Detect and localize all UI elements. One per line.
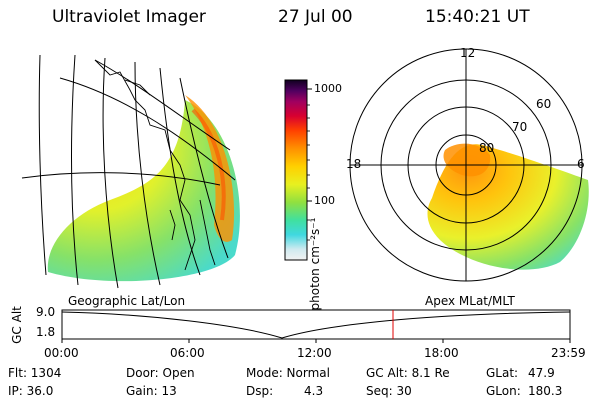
alt-y-bottom: 1.8 xyxy=(36,325,56,339)
date-label: 27 Jul 00 xyxy=(278,7,353,27)
info-gain: Gain: 13 xyxy=(126,384,177,398)
colorbar xyxy=(285,80,307,260)
lat-label-70: 70 xyxy=(512,120,528,134)
info-gcalt: GC Alt: 8.1 Re xyxy=(366,366,450,380)
info-glon-value: 180.3 xyxy=(528,384,563,398)
info-door: Door: Open xyxy=(126,366,195,380)
info-seq: Seq: 30 xyxy=(366,384,412,398)
alt-x-tick-0600: 06:00 xyxy=(170,346,205,360)
alt-ylabel: GC Alt xyxy=(10,306,24,344)
info-glon-label: GLon: xyxy=(486,384,521,398)
app-title: Ultraviolet Imager xyxy=(52,7,206,27)
lat-label-80: 80 xyxy=(479,141,495,155)
colorbar-unit-label: photon cm⁻²s⁻¹ xyxy=(308,217,322,311)
alt-x-tick-2359: 23:59 xyxy=(551,346,586,360)
polar-plot xyxy=(349,48,589,282)
altitude-plot xyxy=(61,309,571,343)
colorbar-tick-1000: 1000 xyxy=(314,82,342,95)
alt-x-tick-1200: 12:00 xyxy=(297,346,332,360)
alt-y-top: 9.0 xyxy=(36,305,56,319)
alt-x-tick-0000: 00:00 xyxy=(44,346,79,360)
info-ip: IP: 36.0 xyxy=(8,384,54,398)
info-dsp-value: 4.3 xyxy=(304,384,324,398)
info-mode: Mode: Normal xyxy=(246,366,330,380)
lat-label-60: 60 xyxy=(536,97,552,111)
time-label: 15:40:21 UT xyxy=(425,7,530,27)
info-glat-label: GLat: xyxy=(486,366,519,380)
info-dsp-label: Dsp: xyxy=(246,384,274,398)
alt-x-tick-1800: 18:00 xyxy=(424,346,459,360)
info-glat-value: 47.9 xyxy=(528,366,555,380)
panel-label-apex: Apex MLat/MLT xyxy=(425,294,515,308)
panel-label-geographic: Geographic Lat/Lon xyxy=(68,294,186,308)
mlt-label-12: 12 xyxy=(460,46,476,60)
info-flt: Flt: 1304 xyxy=(8,366,62,380)
geographic-image xyxy=(21,54,240,289)
mlt-label-18: 18 xyxy=(346,157,362,171)
colorbar-tick-100: 100 xyxy=(314,194,335,207)
mlt-label-6: 6 xyxy=(577,157,585,171)
